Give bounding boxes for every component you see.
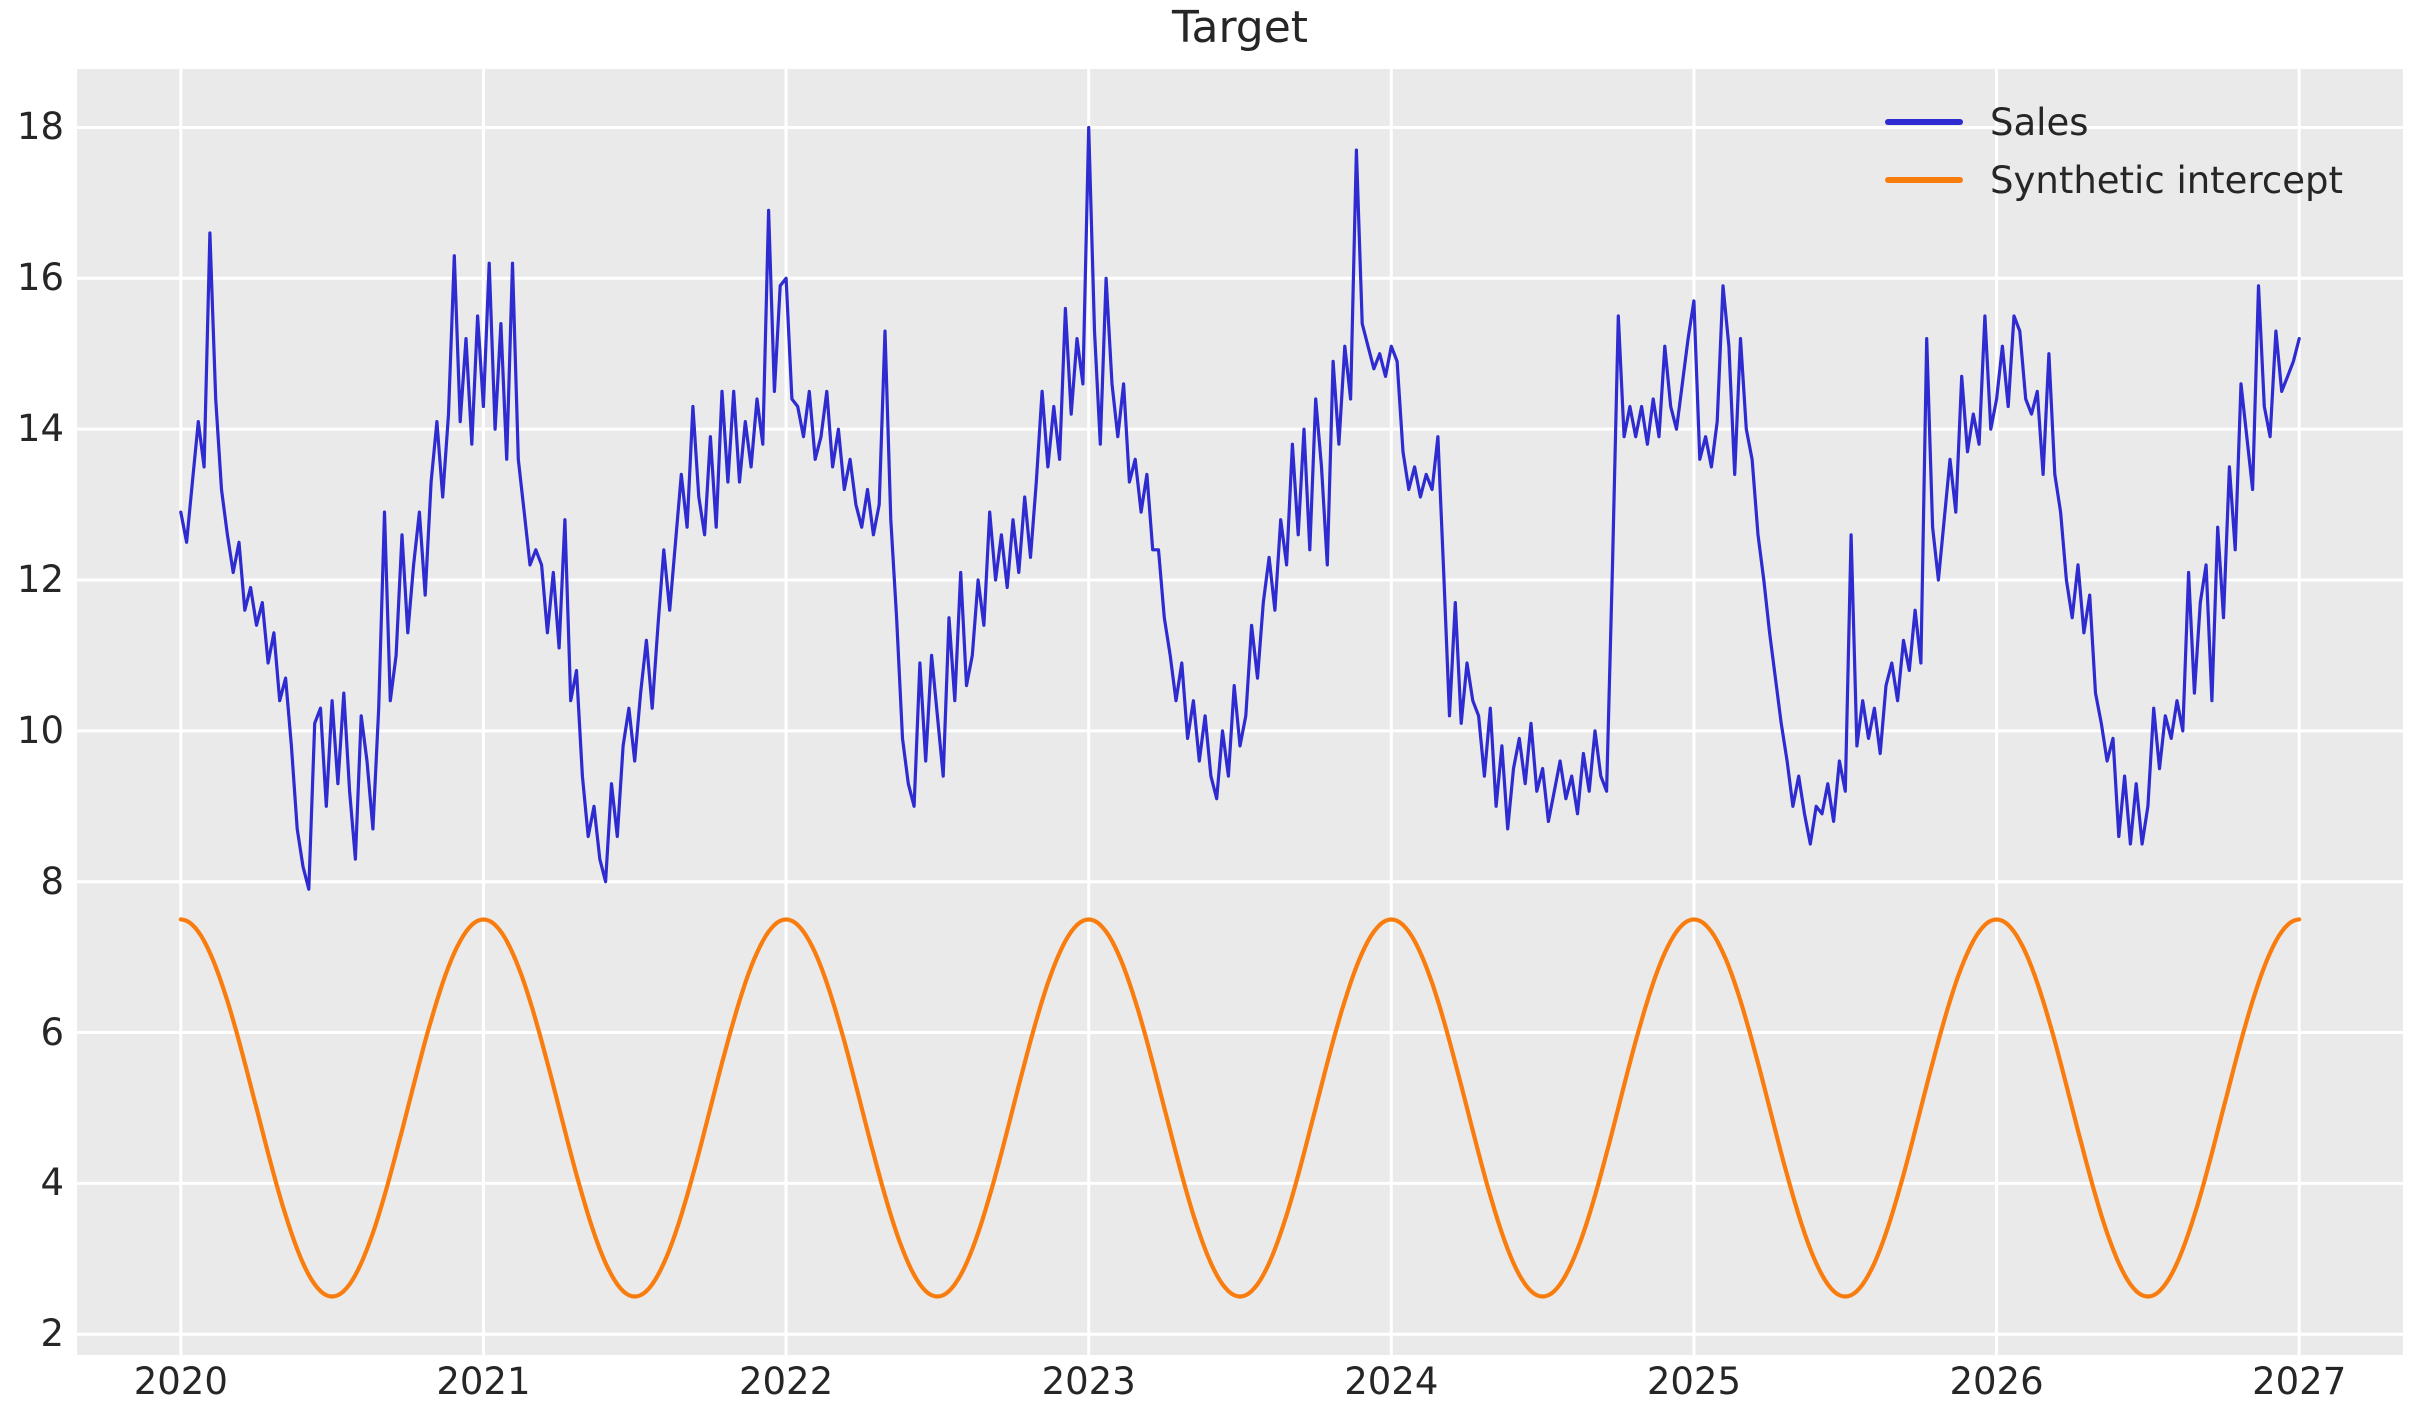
plot-background xyxy=(77,69,2403,1355)
x-tick-label: 2025 xyxy=(1646,1360,1742,1403)
legend-label-sales: Sales xyxy=(1990,100,2089,144)
x-tick-label: 2024 xyxy=(1344,1360,1439,1403)
x-tick-label: 2026 xyxy=(1949,1360,2044,1403)
legend-label-synthetic-intercept: Synthetic intercept xyxy=(1990,158,2343,202)
y-tick-label: 12 xyxy=(16,558,64,601)
y-tick-label: 2 xyxy=(40,1312,64,1356)
y-tick-label: 14 xyxy=(16,407,64,451)
x-tick-label: 2022 xyxy=(738,1360,834,1403)
legend-item-sales: Sales xyxy=(1885,100,2343,144)
x-tick-label: 2023 xyxy=(1041,1360,1136,1403)
legend-item-synthetic-intercept: Synthetic intercept xyxy=(1885,158,2343,202)
legend: Sales Synthetic intercept xyxy=(1885,100,2343,202)
y-tick-label: 6 xyxy=(40,1010,64,1054)
legend-line-synthetic-intercept-icon xyxy=(1885,177,1963,183)
synthetic-intercept-line xyxy=(178,917,2302,1299)
y-tick-label: 18 xyxy=(16,105,64,149)
legend-line-sales-icon xyxy=(1885,119,1963,125)
sales-line xyxy=(179,125,2301,891)
y-tick-label: 4 xyxy=(40,1161,64,1205)
y-tick-label: 8 xyxy=(40,859,64,903)
x-tick-label: 2021 xyxy=(436,1360,531,1403)
y-tick-label: 10 xyxy=(16,708,64,752)
chart-title: Target xyxy=(1171,2,1309,53)
y-tick-label: 16 xyxy=(16,256,64,300)
x-tick-label: 2020 xyxy=(133,1360,228,1403)
x-tick-label: 2027 xyxy=(2252,1360,2347,1403)
